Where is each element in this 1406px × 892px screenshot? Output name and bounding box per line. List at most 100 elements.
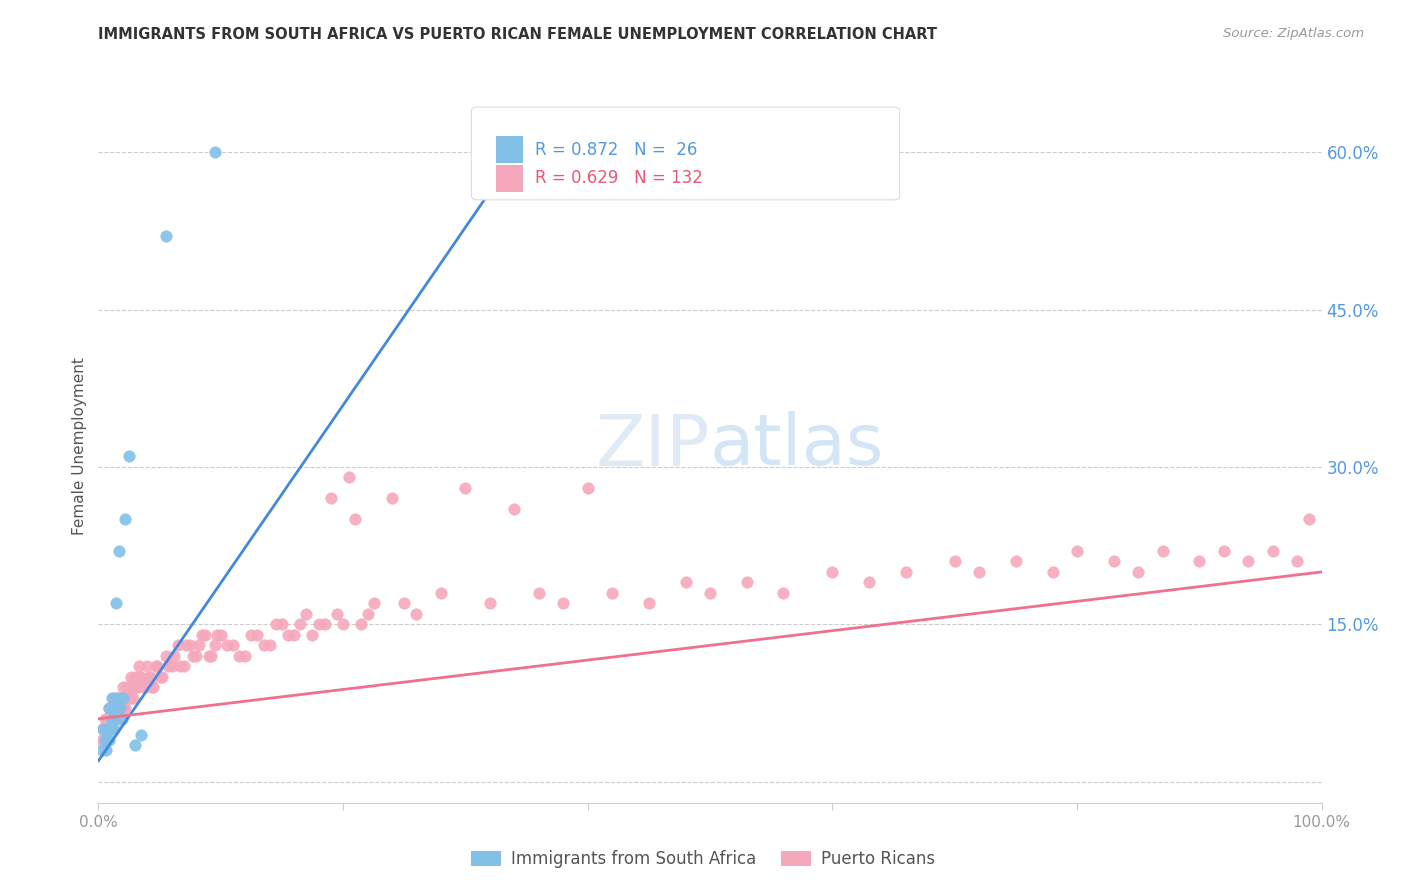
Point	[319, 491, 342, 506]
Point	[233, 648, 256, 663]
Legend: Immigrants from South Africa, Puerto Ricans: Immigrants from South Africa, Puerto Ric…	[464, 844, 942, 875]
Text: R = 0.629   N = 132: R = 0.629 N = 132	[536, 169, 703, 187]
Point	[283, 628, 305, 642]
Point	[114, 512, 136, 526]
Point	[149, 670, 172, 684]
Point	[91, 732, 114, 747]
Point	[392, 596, 416, 610]
Point	[503, 502, 526, 516]
Point	[821, 565, 844, 579]
Point	[332, 617, 354, 632]
Point	[141, 681, 163, 695]
Point	[308, 617, 330, 632]
Point	[125, 681, 148, 695]
Point	[134, 681, 156, 695]
Point	[1286, 554, 1309, 568]
FancyBboxPatch shape	[471, 107, 900, 200]
Point	[699, 586, 721, 600]
Point	[478, 596, 501, 610]
Point	[160, 659, 183, 673]
Text: ZIP: ZIP	[596, 411, 710, 481]
Point	[96, 732, 118, 747]
Point	[94, 732, 117, 747]
Point	[155, 648, 177, 663]
Point	[138, 670, 160, 684]
Point	[111, 681, 134, 695]
Point	[132, 681, 155, 695]
Point	[186, 648, 208, 663]
Point	[98, 701, 121, 715]
Point	[1298, 512, 1320, 526]
Point	[350, 617, 373, 632]
Point	[120, 670, 142, 684]
Point	[277, 628, 299, 642]
Point	[120, 690, 142, 705]
Point	[124, 670, 146, 684]
Point	[204, 145, 226, 160]
Point	[191, 628, 214, 642]
Point	[104, 690, 127, 705]
Point	[107, 690, 129, 705]
Point	[100, 723, 122, 737]
Bar	[496, 136, 523, 163]
Point	[222, 639, 245, 653]
Point	[295, 607, 318, 621]
Point	[187, 639, 209, 653]
Point	[118, 450, 141, 464]
Point	[943, 554, 966, 568]
Point	[142, 681, 165, 695]
Point	[600, 586, 623, 600]
Point	[675, 575, 697, 590]
Point	[259, 639, 281, 653]
Point	[314, 617, 336, 632]
Point	[108, 701, 131, 715]
Point	[108, 544, 131, 558]
Point	[127, 681, 149, 695]
Point	[163, 648, 186, 663]
Point	[101, 690, 124, 705]
Text: Source: ZipAtlas.com: Source: ZipAtlas.com	[1223, 27, 1364, 40]
Point	[104, 596, 127, 610]
Point	[98, 732, 121, 747]
Point	[1212, 544, 1234, 558]
Point	[454, 481, 477, 495]
Point	[107, 690, 129, 705]
Point	[1042, 565, 1064, 579]
Point	[105, 701, 128, 715]
Point	[98, 701, 121, 715]
Point	[128, 659, 150, 673]
Point	[228, 648, 250, 663]
Point	[93, 712, 115, 726]
Point	[103, 712, 125, 726]
Point	[101, 701, 124, 715]
Point	[344, 512, 367, 526]
Point	[110, 701, 132, 715]
Point	[1128, 565, 1150, 579]
Point	[1102, 554, 1125, 568]
Point	[96, 712, 118, 726]
Text: R = 0.872   N =  26: R = 0.872 N = 26	[536, 141, 697, 159]
Point	[101, 690, 124, 705]
Point	[115, 681, 138, 695]
Point	[136, 659, 159, 673]
Point	[240, 628, 263, 642]
Point	[145, 659, 167, 673]
Point	[326, 607, 349, 621]
Point	[430, 586, 453, 600]
Point	[111, 690, 134, 705]
Point	[967, 565, 990, 579]
Point	[264, 617, 287, 632]
Point	[114, 701, 136, 715]
Point	[576, 481, 599, 495]
Point	[93, 732, 115, 747]
Point	[1188, 554, 1211, 568]
Point	[101, 712, 124, 726]
Point	[97, 723, 120, 737]
Point	[146, 659, 169, 673]
Point	[553, 596, 575, 610]
Point	[91, 723, 114, 737]
Point	[356, 607, 378, 621]
Point	[894, 565, 917, 579]
Point	[129, 728, 152, 742]
Point	[252, 639, 274, 653]
